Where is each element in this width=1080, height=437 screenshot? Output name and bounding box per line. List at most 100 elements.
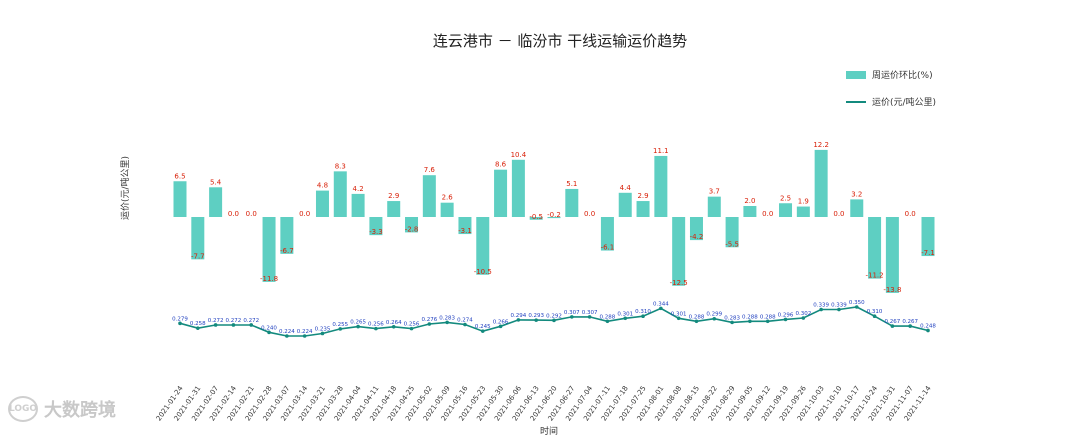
watermark-logo-icon: LOGO	[8, 396, 38, 422]
bar-20	[529, 217, 543, 220]
price-point-8	[320, 331, 325, 336]
price-point-39	[872, 314, 877, 319]
price-label-30: 0.299	[706, 312, 722, 318]
bar-label-29: -4.2	[690, 233, 704, 241]
price-label-28: 0.301	[671, 311, 687, 317]
price-point-10	[356, 324, 360, 329]
price-point-38	[854, 305, 859, 309]
bar-label-41: 0.0	[905, 210, 916, 218]
price-label-2: 0.272	[208, 318, 224, 324]
price-label-31: 0.283	[724, 315, 740, 321]
price-point-36	[819, 307, 823, 312]
bar-label-39: -11.2	[866, 272, 884, 280]
legend-bar-swatch	[846, 70, 866, 79]
bar-label-21: -0.2	[547, 211, 561, 219]
price-point-42	[926, 328, 930, 333]
bar-42	[921, 217, 935, 257]
price-label-36: 0.339	[813, 303, 829, 309]
legend-item-line[interactable]: 运价(元/吨公里)	[846, 95, 936, 108]
bar-label-4: 0.0	[246, 210, 257, 218]
price-point-23	[587, 315, 592, 319]
bar-label-25: 4.4	[620, 184, 632, 192]
price-label-1: 0.258	[190, 321, 206, 327]
price-label-40: 0.267	[885, 319, 901, 325]
bar-11	[369, 217, 383, 236]
bar-40	[885, 217, 899, 293]
price-label-27: 0.344	[653, 301, 669, 307]
bar-0	[173, 181, 187, 217]
bar-label-9: 8.3	[335, 162, 346, 170]
price-label-20: 0.293	[528, 313, 544, 319]
bar-label-40: -13.8	[883, 286, 901, 294]
price-label-6: 0.224	[279, 329, 295, 335]
bar-2	[209, 187, 223, 217]
price-label-10: 0.265	[350, 320, 366, 326]
bar-label-10: 4.2	[353, 185, 364, 193]
price-point-29	[694, 319, 699, 324]
bar-32	[743, 206, 757, 217]
price-point-40	[890, 324, 895, 328]
bar-label-5: -11.8	[260, 275, 278, 283]
price-point-24	[605, 319, 610, 324]
legend-item-bar[interactable]: 周运价环比(%)	[846, 68, 936, 81]
price-label-15: 0.283	[439, 315, 455, 321]
bar-31	[725, 217, 739, 248]
legend-line-swatch	[846, 100, 866, 103]
bar-6	[280, 217, 294, 254]
price-point-18	[498, 324, 503, 329]
price-point-31	[730, 320, 734, 325]
bar-24	[600, 217, 614, 251]
price-label-9: 0.255	[332, 322, 348, 328]
bar-label-3: 0.0	[228, 210, 239, 218]
bar-label-12: 2.9	[388, 192, 399, 200]
bar-label-33: 0.0	[762, 210, 773, 218]
price-point-41	[908, 324, 912, 328]
price-label-11: 0.256	[368, 322, 384, 328]
price-point-30	[712, 316, 717, 321]
bar-label-28: -12.5	[670, 279, 688, 287]
watermark-text: 大数跨境	[44, 400, 116, 421]
price-point-7	[302, 334, 307, 338]
bar-39	[868, 217, 882, 279]
bar-34	[779, 203, 793, 217]
price-label-26: 0.310	[635, 309, 651, 315]
bar-22	[565, 188, 579, 217]
legend-line-label: 运价(元/吨公里)	[872, 98, 937, 108]
bar-label-31: -5.5	[725, 240, 739, 248]
bar-label-26: 2.9	[637, 192, 648, 200]
bar-26	[636, 201, 650, 217]
price-label-4: 0.272	[243, 318, 259, 324]
bar-label-24: -6.1	[601, 244, 615, 252]
price-point-35	[801, 316, 806, 320]
price-point-5	[267, 330, 271, 335]
bar-label-0: 6.5	[174, 172, 185, 180]
price-point-33	[765, 319, 770, 324]
bar-27	[654, 155, 668, 217]
bar-36	[814, 149, 828, 217]
price-point-37	[837, 307, 841, 312]
price-point-3	[231, 323, 236, 327]
price-point-28	[676, 316, 681, 321]
bar-label-11: -3.3	[369, 228, 383, 236]
price-point-20	[534, 318, 538, 322]
price-point-34	[783, 317, 788, 322]
bar-25	[618, 192, 632, 217]
price-point-22	[570, 315, 574, 319]
bar-label-15: 2.6	[442, 194, 454, 202]
bar-label-37: 0.0	[833, 210, 844, 218]
bar-label-34: 2.5	[780, 194, 791, 202]
price-label-22: 0.307	[564, 310, 580, 316]
bar-label-18: 8.6	[495, 161, 507, 169]
bar-label-19: 10.4	[511, 151, 527, 159]
bar-38	[850, 199, 864, 217]
price-point-32	[748, 319, 752, 324]
bar-label-2: 5.4	[210, 178, 222, 186]
price-label-35: 0.302	[795, 311, 811, 317]
bar-label-1: -7.7	[191, 252, 205, 260]
price-label-0: 0.279	[172, 316, 188, 322]
price-label-42: 0.248	[920, 323, 936, 329]
bar-label-36: 12.2	[813, 141, 829, 149]
price-label-37: 0.339	[831, 303, 847, 309]
